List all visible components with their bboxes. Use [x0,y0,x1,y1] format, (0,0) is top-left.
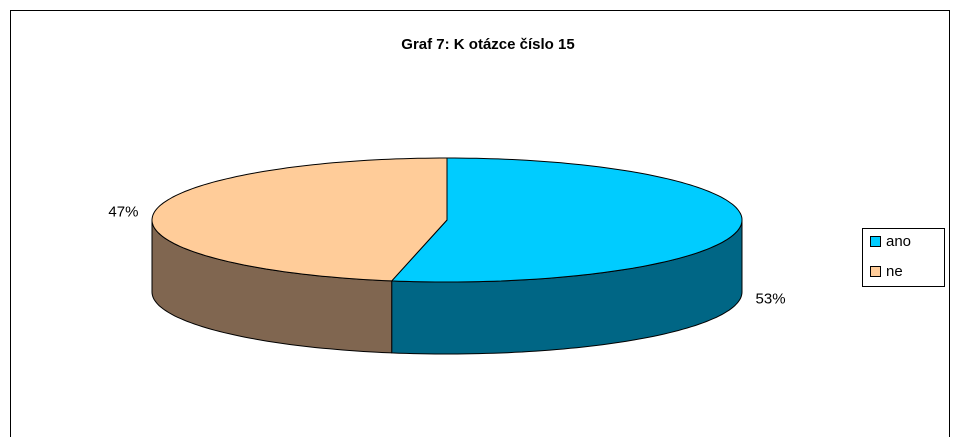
legend-label: ano [886,233,911,250]
legend-swatch [870,236,881,247]
chart-title: Graf 7: K otázce číslo 15 [401,36,574,53]
slice [151,157,448,282]
data-label: 53% [756,291,786,308]
legend-label: ne [886,263,903,280]
slice [390,157,743,283]
data-label: 47% [108,203,138,220]
legend-swatch [870,266,881,277]
